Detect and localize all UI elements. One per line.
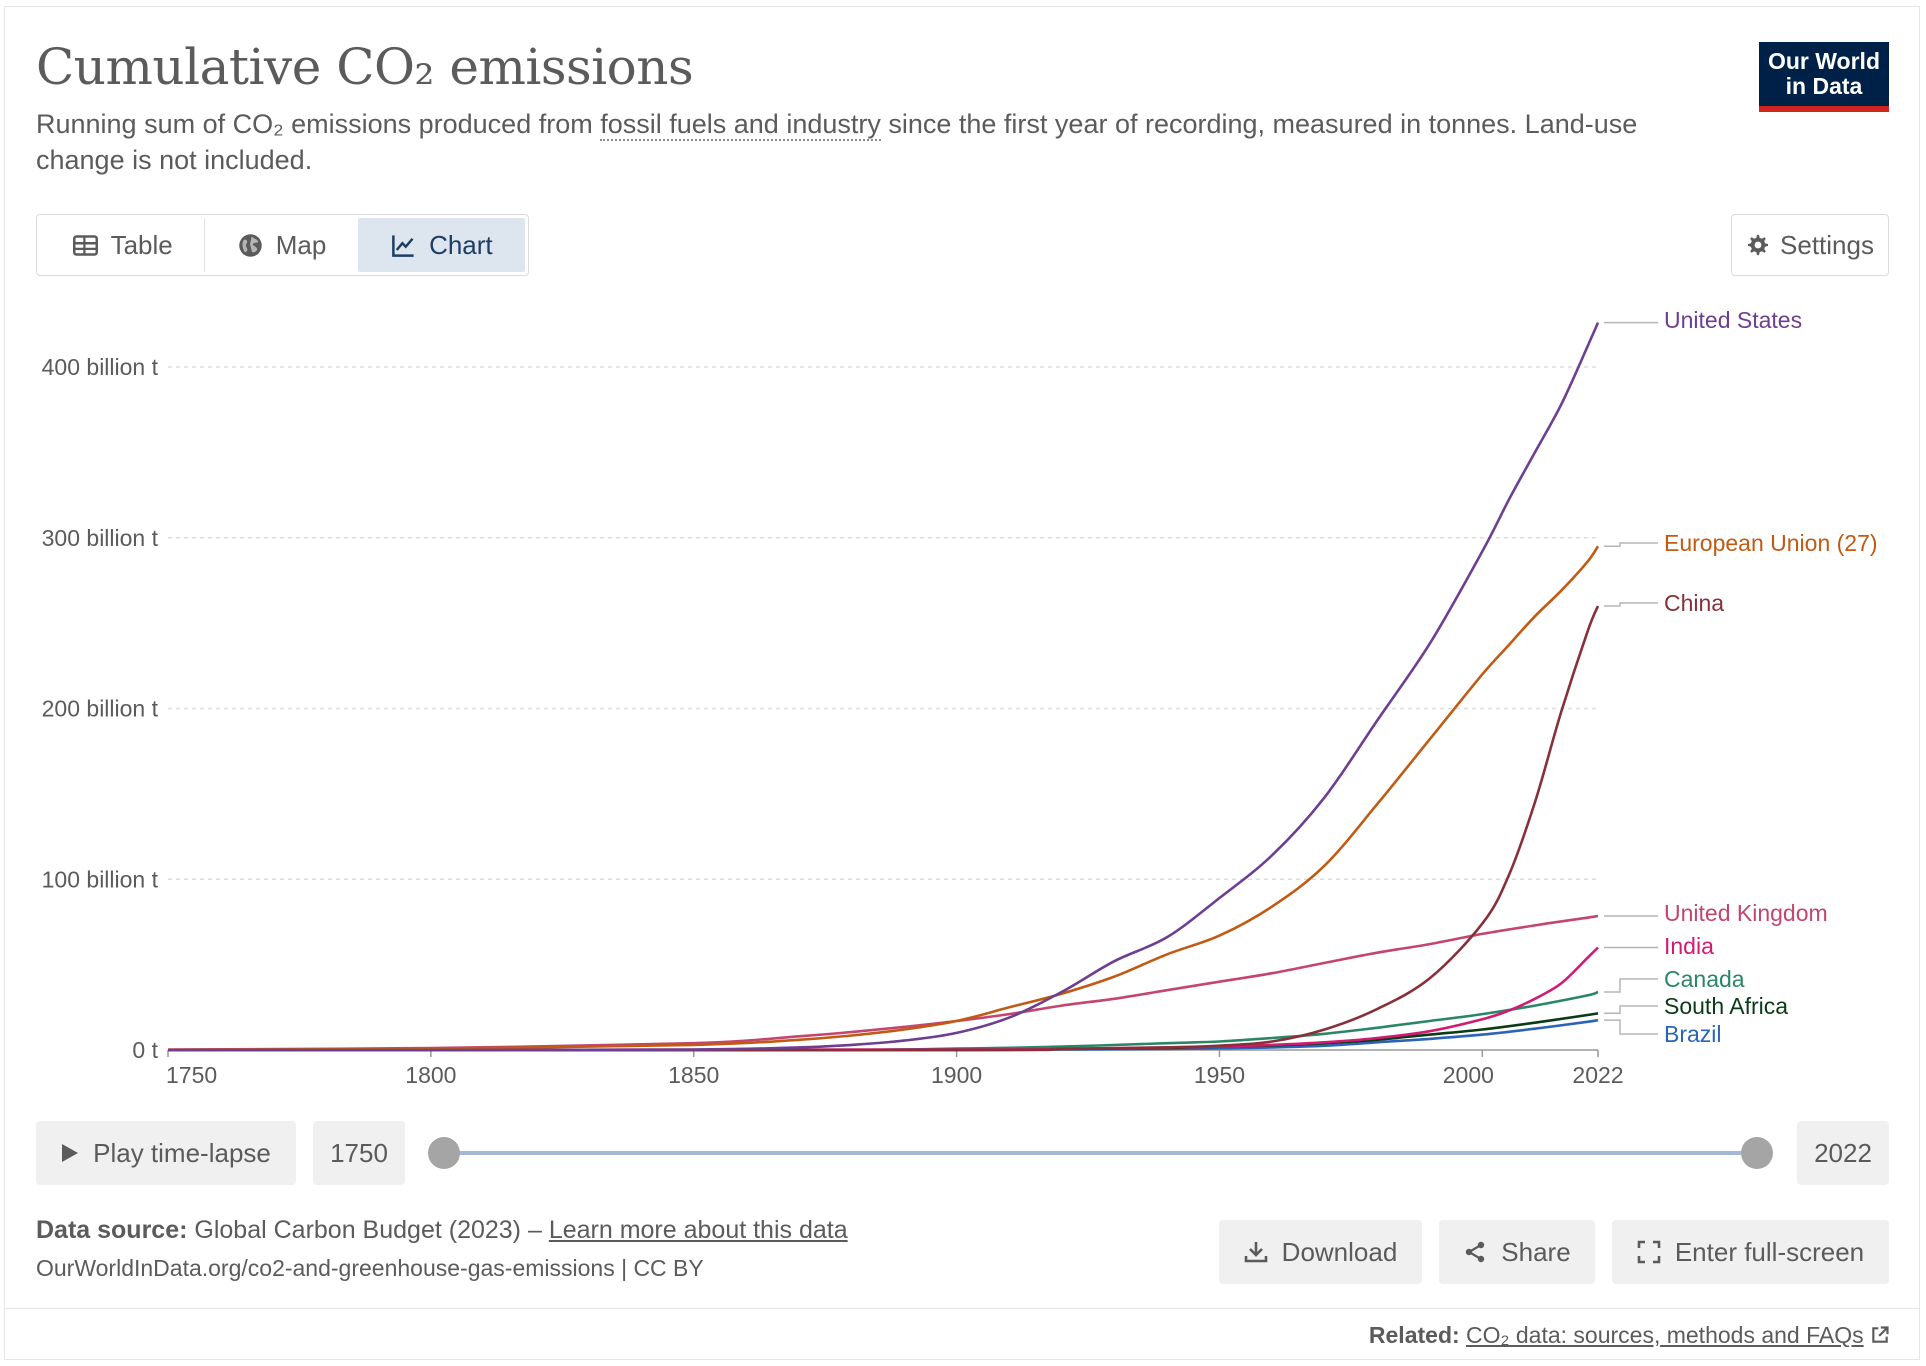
tab-table-label: Table <box>110 229 173 260</box>
line-chart-icon <box>392 234 414 257</box>
share-label: Share <box>1501 1236 1571 1267</box>
external-link-icon <box>1872 1326 1889 1343</box>
data-source-label: Data source: <box>36 1216 188 1244</box>
expand-icon <box>1637 1240 1661 1264</box>
y-tick-label-1: 100 billion t <box>42 866 159 892</box>
fossil-fuels-link[interactable]: fossil fuels and industry <box>600 109 881 141</box>
start-year-handle[interactable] <box>428 1137 460 1169</box>
fullscreen-label: Enter full-screen <box>1674 1236 1865 1267</box>
subtitle-text-end: since the first year of recording, measu… <box>36 109 1638 175</box>
tab-map-label: Map <box>275 229 327 260</box>
tab-chart-label: Chart <box>429 229 493 260</box>
view-tabs: Table Map Chart <box>36 214 529 276</box>
end-year-handle[interactable] <box>1741 1137 1773 1169</box>
timeline-track[interactable] <box>444 1151 1757 1155</box>
label-connector-south-africa <box>1604 1005 1658 1015</box>
series-label-canada: Canada <box>1664 966 1745 992</box>
related-label: Related: <box>1368 1322 1460 1348</box>
download-label: Download <box>1281 1236 1398 1267</box>
line-chart: 0 t 100 billion t 200 billion t 300 billion… <box>42 307 1878 1088</box>
settings-button[interactable]: Settings <box>1731 214 1889 276</box>
y-tick-label-3: 300 billion t <box>42 525 159 551</box>
x-tick-label-1950: 1950 <box>1194 1062 1245 1088</box>
tab-chart[interactable]: Chart <box>357 218 526 272</box>
series-label-india: India <box>1664 933 1714 959</box>
x-tick-label-2022: 2022 <box>1572 1062 1623 1088</box>
logo-line-2: in Data <box>1785 73 1863 99</box>
data-source: Data source: Global Carbon Budget (2023)… <box>36 1216 848 1245</box>
subtitle-text: Running sum of CO₂ emissions produced fr… <box>36 109 601 139</box>
timeline-controls: Play time-lapse 1750 2022 <box>0 1121 1926 1185</box>
series-label-united-kingdom: United Kingdom <box>1664 900 1828 926</box>
play-timelapse-button[interactable]: Play time-lapse <box>36 1121 296 1185</box>
related-links: Related: CO₂ data: sources, methods and … <box>1369 1322 1890 1349</box>
chart-subtitle: Running sum of CO₂ emissions produced fr… <box>36 106 1696 178</box>
end-year-box[interactable]: 2022 <box>1797 1121 1889 1185</box>
series-label-brazil: Brazil <box>1664 1021 1722 1047</box>
label-connector-canada <box>1604 978 1658 993</box>
x-tick-label-1750: 1750 <box>166 1062 217 1088</box>
share-icon <box>1466 1241 1485 1263</box>
settings-label: Settings <box>1780 229 1874 260</box>
series-line-china <box>167 605 1600 1052</box>
owid-logo[interactable]: Our World in Data <box>1759 42 1889 112</box>
label-connector-china <box>1604 602 1658 607</box>
play-timelapse-label: Play time-lapse <box>93 1137 271 1168</box>
chart-title: Cumulative CO₂ emissions <box>36 38 694 96</box>
x-tick-label-2000: 2000 <box>1443 1062 1494 1088</box>
logo-line-1: Our World <box>1767 48 1880 74</box>
start-year-box[interactable]: 1750 <box>313 1121 405 1185</box>
label-connector-brazil <box>1604 1019 1658 1035</box>
y-tick-label-2: 200 billion t <box>42 696 159 722</box>
download-button[interactable]: Download <box>1219 1220 1422 1284</box>
source-url[interactable]: OurWorldInData.org/co2-and-greenhouse-ga… <box>36 1255 704 1281</box>
x-tick-label-1800: 1800 <box>405 1062 456 1088</box>
data-source-text: Global Carbon Budget (2023) – <box>194 1216 549 1244</box>
share-button[interactable]: Share <box>1439 1220 1595 1284</box>
tab-table[interactable]: Table <box>40 218 206 272</box>
related-faq-link[interactable]: CO₂ data: sources, methods and FAQs <box>1466 1322 1864 1348</box>
series-line-india <box>167 946 1599 1052</box>
series-line-united-kingdom <box>167 914 1599 1051</box>
gear-icon <box>1748 234 1769 256</box>
globe-icon <box>238 233 262 257</box>
series-label-south-africa: South Africa <box>1664 993 1788 1019</box>
table-icon <box>72 234 98 256</box>
learn-more-link[interactable]: Learn more about this data <box>548 1216 848 1244</box>
series-line-united-states <box>167 322 1600 1052</box>
series-label-united-states: United States <box>1664 307 1802 333</box>
y-tick-label-4: 400 billion t <box>42 354 159 380</box>
series-label-china: China <box>1664 590 1724 616</box>
x-tick-label-1900: 1900 <box>931 1062 982 1088</box>
download-icon <box>1244 1242 1267 1263</box>
y-tick-label-0: 0 t <box>132 1037 158 1063</box>
chart-frame <box>4 6 1920 1360</box>
footer-divider <box>4 1308 1920 1309</box>
x-tick-label-1850: 1850 <box>668 1062 719 1088</box>
label-connector-european-union-27 <box>1604 542 1658 548</box>
series-label-european-union-27: European Union (27) <box>1664 530 1878 556</box>
play-icon <box>62 1144 79 1162</box>
fullscreen-button[interactable]: Enter full-screen <box>1612 1220 1889 1284</box>
tab-map[interactable]: Map <box>205 218 357 272</box>
series-line-european-union-27 <box>167 545 1600 1052</box>
series-line-brazil <box>167 1018 1599 1052</box>
